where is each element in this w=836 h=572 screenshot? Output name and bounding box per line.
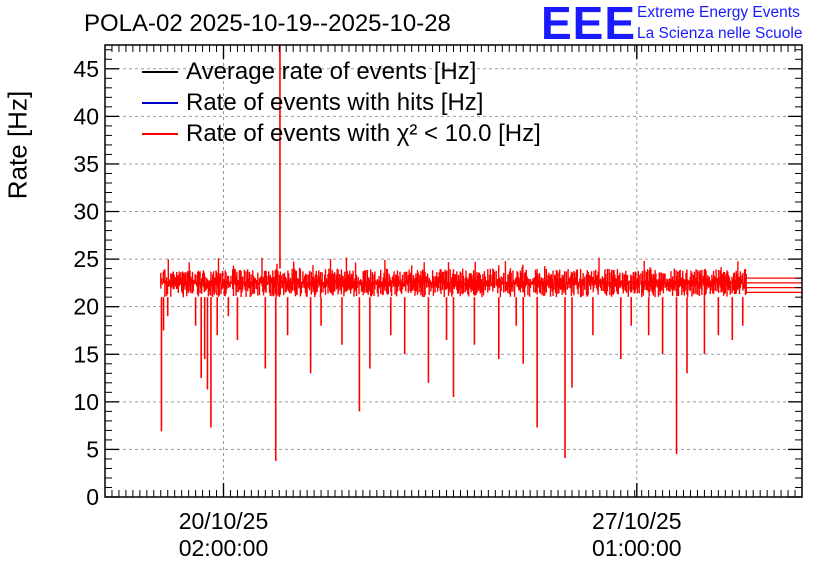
axes: 0 5 10 15 20 25 30 35 40 45	[73, 44, 803, 510]
y-tick-label: 35	[73, 151, 99, 177]
x-tick-label-date: 20/10/25	[178, 508, 269, 534]
y-tick-label: 5	[86, 436, 99, 462]
x-tick-label-time: 01:00:00	[592, 535, 682, 561]
y-tick-label: 40	[73, 103, 99, 129]
y-tick-label: 20	[73, 294, 99, 320]
series-chi2-band	[160, 257, 747, 298]
x-tick-label-date: 27/10/25	[592, 508, 682, 534]
y-tick-label: 15	[73, 341, 99, 367]
eee-subtitle-1: Extreme Energy Events	[637, 4, 800, 21]
y-axis-label-wrap: Rate [Hz]	[0, 91, 36, 199]
eee-subtitle-2: La Scienza nelle Scuole	[637, 25, 803, 42]
legend-label-chi2: Rate of events with χ² < 10.0 [Hz]	[186, 120, 541, 147]
y-tick-label: 25	[73, 246, 99, 272]
data-series	[160, 45, 802, 461]
y-tick-label: 45	[73, 56, 99, 82]
legend	[142, 71, 178, 135]
y-tick-label: 10	[73, 389, 99, 415]
legend-label-average: Average rate of events [Hz]	[186, 58, 477, 85]
x-tick-label-time: 02:00:00	[178, 535, 269, 561]
y-axis-label: Rate [Hz]	[2, 90, 33, 200]
chart-title: POLA-02 2025-10-19--2025-10-28	[84, 10, 451, 37]
y-tick-label: 30	[73, 199, 99, 225]
y-tick-label: 0	[86, 484, 99, 510]
eee-logo: EEE	[541, 0, 637, 49]
legend-label-hits: Rate of events with hits [Hz]	[186, 89, 484, 116]
